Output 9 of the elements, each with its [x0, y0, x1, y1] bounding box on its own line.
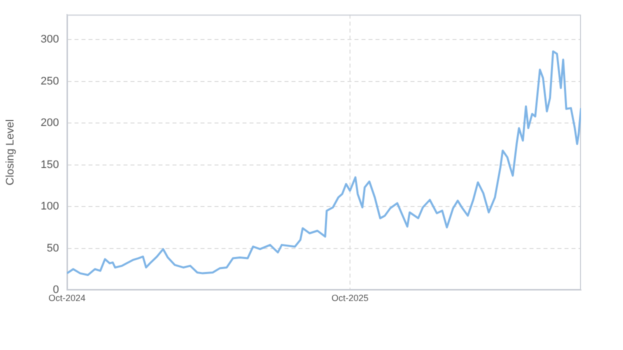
y-tick-label: 250 [40, 75, 59, 88]
x-tick-label: Oct-2024 [48, 292, 86, 303]
x-tick-label: Oct-2025 [331, 292, 368, 303]
y-tick-label: 300 [40, 34, 59, 46]
y-tick-label: 150 [40, 158, 59, 171]
y-axis-title: Closing Level [4, 119, 17, 186]
y-tick-label: 200 [40, 117, 59, 130]
y-tick-label: 100 [40, 200, 59, 213]
y-tick-label: 50 [46, 242, 59, 254]
